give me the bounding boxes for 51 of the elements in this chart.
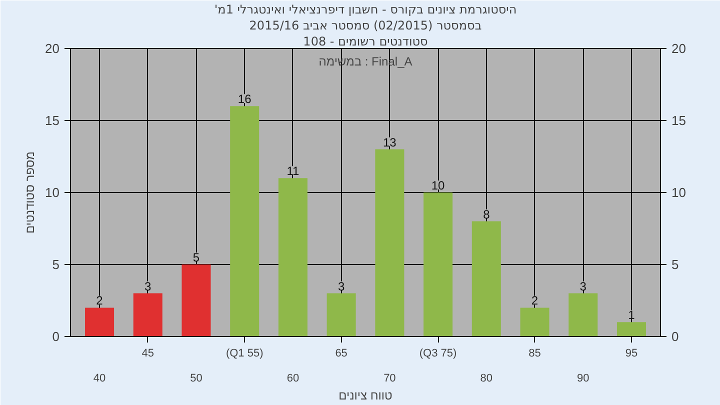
x-tick-label: (Q3 75) xyxy=(419,348,457,360)
bar xyxy=(230,106,260,336)
data-label: 3 xyxy=(338,279,345,294)
annotation: סטודנטים רשומים - 108 xyxy=(303,34,428,48)
y2-tick-label: 0 xyxy=(672,329,679,344)
bar xyxy=(424,192,453,336)
bar xyxy=(326,293,356,336)
bar xyxy=(616,322,646,336)
data-label: 13 xyxy=(383,135,397,150)
x-tick-label: 60 xyxy=(286,372,300,384)
chart-subtitle: בסמסטר (02/2015) סמסטר אביב 2015/16 xyxy=(249,18,482,32)
x-tick-label: (Q1 55) xyxy=(226,348,264,360)
x-tick-label: 80 xyxy=(480,372,493,384)
data-label: 5 xyxy=(192,250,200,264)
y2-tick-label: 20 xyxy=(672,41,686,56)
data-label: 2 xyxy=(96,294,104,308)
x-tick-label: 50 xyxy=(190,372,202,384)
y-tick-label: 5 xyxy=(52,257,60,272)
x-tick-label: 85 xyxy=(528,348,541,360)
x-tick-label: 45 xyxy=(142,348,154,360)
bar xyxy=(85,308,114,336)
data-label: 3 xyxy=(144,279,152,294)
data-label: 2 xyxy=(531,294,538,308)
y2-tick-label: 10 xyxy=(672,185,686,200)
bar xyxy=(568,293,598,336)
x-tick-label: 70 xyxy=(384,372,396,384)
x-tick-label: 65 xyxy=(335,348,348,360)
bar xyxy=(375,149,404,336)
data-label: 3 xyxy=(580,279,587,294)
y-tick-label: 20 xyxy=(45,41,60,56)
bar xyxy=(182,264,211,336)
chart-title: 'היסטוגרמת ציונים בקורס - חשבון דיפרנציאלי ואינטגרלי 1מ xyxy=(214,2,517,16)
x-axis-title: טווח ציונים xyxy=(338,388,393,402)
y-tick-label: 15 xyxy=(45,113,60,128)
x-tick-label: 95 xyxy=(625,348,638,360)
bar xyxy=(472,221,501,336)
data-label: 8 xyxy=(483,207,490,222)
y2-tick-label: 5 xyxy=(672,257,679,272)
data-label: 16 xyxy=(238,92,252,106)
y2-tick-label: 15 xyxy=(672,113,686,128)
data-label: 1 xyxy=(628,308,636,322)
y-axis-title: מספר סטודנטים xyxy=(23,151,38,234)
bar xyxy=(278,178,308,336)
x-tick-label: 40 xyxy=(93,372,106,384)
y-tick-label: 0 xyxy=(52,329,60,344)
data-label: 10 xyxy=(431,178,446,192)
data-label: 11 xyxy=(286,164,300,178)
bar xyxy=(520,308,550,336)
y-tick-label: 10 xyxy=(45,185,60,200)
x-tick-label: 90 xyxy=(577,372,590,384)
bar xyxy=(133,293,162,336)
